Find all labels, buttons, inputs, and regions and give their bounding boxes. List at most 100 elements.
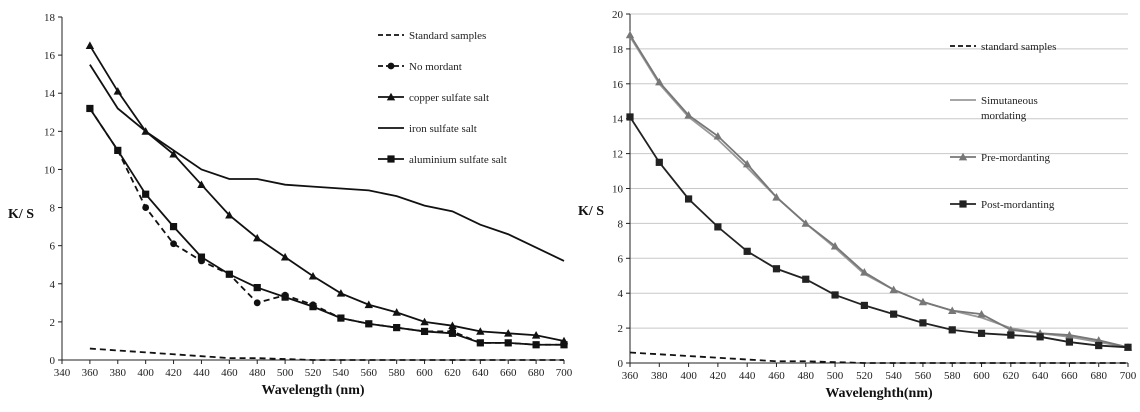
- y-tick-label: 10: [44, 164, 56, 176]
- series-post-mordanting: [626, 113, 1132, 351]
- legend-label: Standard samples: [409, 30, 486, 42]
- x-tick-label: 680: [1090, 370, 1107, 382]
- y-tick-label: 4: [618, 288, 624, 300]
- data-point: [253, 283, 261, 292]
- y-tick-label: 16: [44, 50, 56, 62]
- data-point: [225, 210, 234, 219]
- data-point: [476, 327, 485, 335]
- x-tick-label: 620: [444, 367, 461, 379]
- data-point: [448, 329, 457, 337]
- data-point: [560, 341, 568, 349]
- data-point: [420, 327, 429, 336]
- data-point: [889, 285, 898, 294]
- legend-label: No mordant: [409, 61, 462, 73]
- data-point: [1065, 338, 1074, 346]
- x-tick-label: 640: [1032, 370, 1049, 382]
- legend-label: aluminium sulfate salt: [409, 154, 507, 166]
- x-tick-label: 360: [622, 370, 639, 382]
- x-tick-label: 420: [165, 367, 182, 379]
- legend-marker: [387, 62, 395, 70]
- data-point: [948, 306, 957, 315]
- data-point: [684, 111, 693, 119]
- legend-label: copper sulfate salt: [409, 92, 489, 104]
- data-point: [197, 253, 206, 261]
- x-tick-label: 480: [249, 367, 266, 379]
- data-point: [714, 223, 722, 231]
- x-tick-label: 460: [768, 370, 785, 382]
- data-point: [197, 180, 206, 189]
- x-tick-label: 520: [856, 370, 873, 382]
- series-iron-sulfate-salt: [89, 64, 565, 262]
- series-line: [89, 107, 564, 346]
- legend-label: Post-mordanting: [981, 199, 1055, 211]
- legend: Standard samples No mordant copper sulfate…: [378, 30, 507, 166]
- data-point: [392, 308, 401, 316]
- data-point: [337, 314, 345, 322]
- data-point: [713, 131, 723, 140]
- data-point: [309, 303, 317, 311]
- data-point: [364, 300, 373, 309]
- data-point: [1007, 331, 1015, 339]
- legend-label: Simutaneous mordating: [981, 95, 1038, 122]
- data-point: [504, 329, 513, 337]
- legend-label: standard samples: [981, 41, 1056, 53]
- data-point: [625, 30, 635, 39]
- series-simutaneous-mordating: [629, 36, 1129, 349]
- x-tick-label: 640: [472, 367, 489, 379]
- legend-marker: [959, 200, 967, 208]
- x-tick-label: 600: [416, 367, 433, 379]
- x-tick-label: 540: [333, 367, 350, 379]
- x-tick-label: 380: [110, 367, 127, 379]
- legend-label: iron sulfate salt: [409, 123, 477, 135]
- y-axis-title: K/ S: [578, 204, 604, 219]
- data-point: [655, 158, 663, 166]
- data-point: [772, 193, 781, 201]
- data-point: [1065, 330, 1074, 339]
- series-line: [629, 34, 1129, 349]
- data-point: [393, 324, 401, 332]
- data-point: [772, 265, 781, 273]
- legend-marker: [387, 155, 395, 163]
- series-aluminium-sulfate-salt: [86, 104, 568, 349]
- data-point: [420, 317, 429, 326]
- x-tick-label: 480: [798, 370, 815, 382]
- series-copper-sulfate-salt: [85, 41, 569, 345]
- data-point: [281, 293, 289, 301]
- data-point: [655, 77, 664, 86]
- data-point: [977, 329, 986, 337]
- data-point: [280, 252, 290, 261]
- y-tick-label: 10: [612, 184, 624, 196]
- series-line: [89, 45, 565, 342]
- series-pre-mordanting: [625, 30, 1133, 351]
- legend-marker: [386, 92, 396, 101]
- x-tick-label: 620: [1003, 370, 1020, 382]
- data-point: [225, 270, 233, 278]
- y-tick-label: 6: [50, 241, 56, 253]
- y-tick-label: 0: [50, 355, 56, 367]
- x-tick-label: 400: [680, 370, 697, 382]
- y-tick-label: 14: [612, 114, 624, 126]
- y-tick-label: 2: [50, 317, 56, 329]
- y-axis-title: K/ S: [8, 207, 34, 222]
- x-tick-label: 520: [305, 367, 322, 379]
- x-tick-label: 440: [739, 370, 756, 382]
- y-tick-label: 16: [612, 79, 624, 91]
- data-point: [531, 331, 541, 339]
- data-point: [743, 247, 751, 255]
- data-point: [860, 301, 868, 310]
- data-point: [169, 223, 178, 231]
- x-tick-label: 560: [361, 367, 378, 379]
- legend-label-line: Simutaneous: [981, 95, 1038, 107]
- x-tick-label: 440: [193, 367, 210, 379]
- x-axis-title: Wavelength (nm): [261, 383, 364, 398]
- x-tick-label: 580: [944, 370, 961, 382]
- data-point: [977, 309, 986, 318]
- x-tick-label: 360: [82, 367, 99, 379]
- data-point: [1095, 341, 1103, 350]
- x-tick-label: 500: [277, 367, 294, 379]
- data-point: [1036, 333, 1044, 341]
- legend-label-line: mordating: [981, 110, 1027, 122]
- data-point: [918, 297, 928, 306]
- legend-marker: [958, 152, 968, 161]
